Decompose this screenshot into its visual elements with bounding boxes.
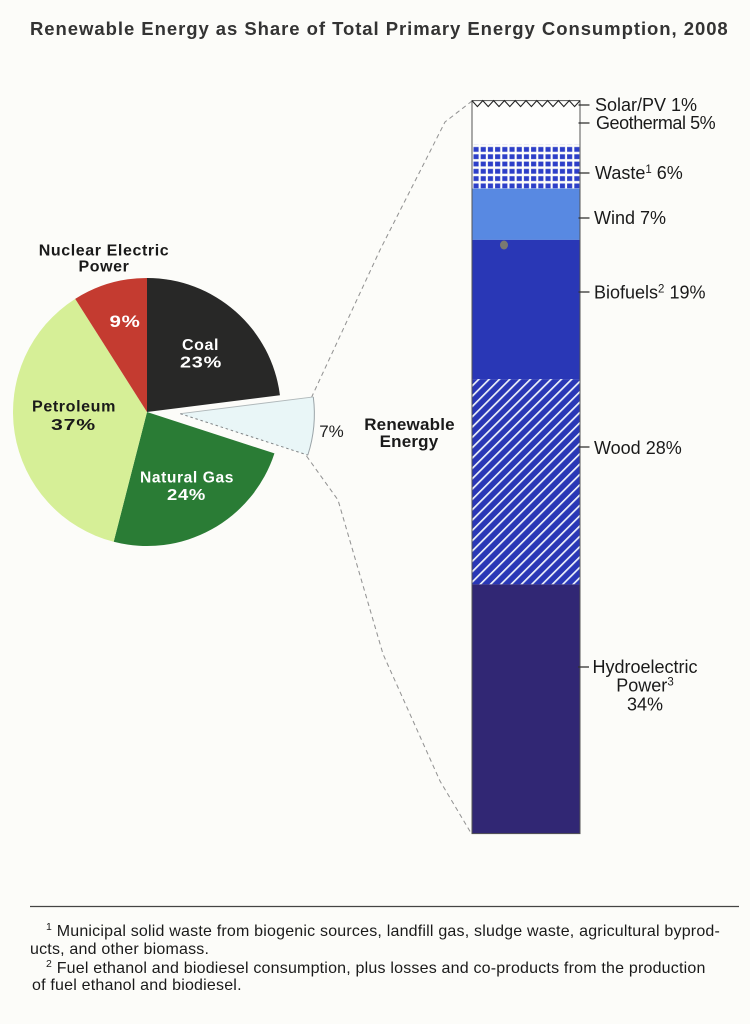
svg-text:Petroleum: Petroleum	[32, 399, 116, 416]
svg-text:Wind 7%: Wind 7%	[594, 208, 666, 228]
svg-text:Wood 28%: Wood 28%	[594, 438, 682, 458]
svg-text:Nuclear Electric: Nuclear Electric	[39, 242, 170, 259]
svg-text:23%: 23%	[180, 355, 222, 372]
svg-text:ucts, and other biomass.: ucts, and other biomass.	[30, 941, 209, 958]
svg-text:Coal: Coal	[182, 337, 219, 354]
svg-text:7%: 7%	[319, 422, 344, 441]
svg-text:Solar/PV 1%: Solar/PV 1%	[595, 95, 697, 115]
svg-text:Power: Power	[78, 259, 129, 276]
svg-text:Waste1 6%: Waste1 6%	[595, 163, 683, 183]
svg-text:Renewable Energy as Share of T: Renewable Energy as Share of Total Prima…	[30, 18, 729, 39]
svg-text:of fuel ethanol and biodiesel.: of fuel ethanol and biodiesel.	[32, 977, 242, 994]
svg-text:2 Fuel ethanol and biodiesel c: 2 Fuel ethanol and biodiesel consumption…	[46, 958, 706, 977]
svg-text:34%: 34%	[627, 695, 663, 715]
svg-text:Power3: Power3	[616, 676, 673, 696]
svg-text:Hydroelectric: Hydroelectric	[592, 657, 697, 677]
svg-text:9%: 9%	[110, 312, 141, 331]
svg-text:Biofuels2 19%: Biofuels2 19%	[594, 283, 705, 303]
svg-text:37%: 37%	[51, 417, 96, 434]
svg-text:1 Municipal solid waste from b: 1 Municipal solid waste from biogenic so…	[46, 921, 720, 940]
svg-text:Geothermal 5%: Geothermal 5%	[596, 113, 716, 133]
svg-text:Renewable: Renewable	[364, 415, 455, 434]
svg-text:Energy: Energy	[380, 432, 439, 451]
svg-text:24%: 24%	[167, 487, 206, 504]
svg-text:Natural Gas: Natural Gas	[140, 469, 234, 486]
